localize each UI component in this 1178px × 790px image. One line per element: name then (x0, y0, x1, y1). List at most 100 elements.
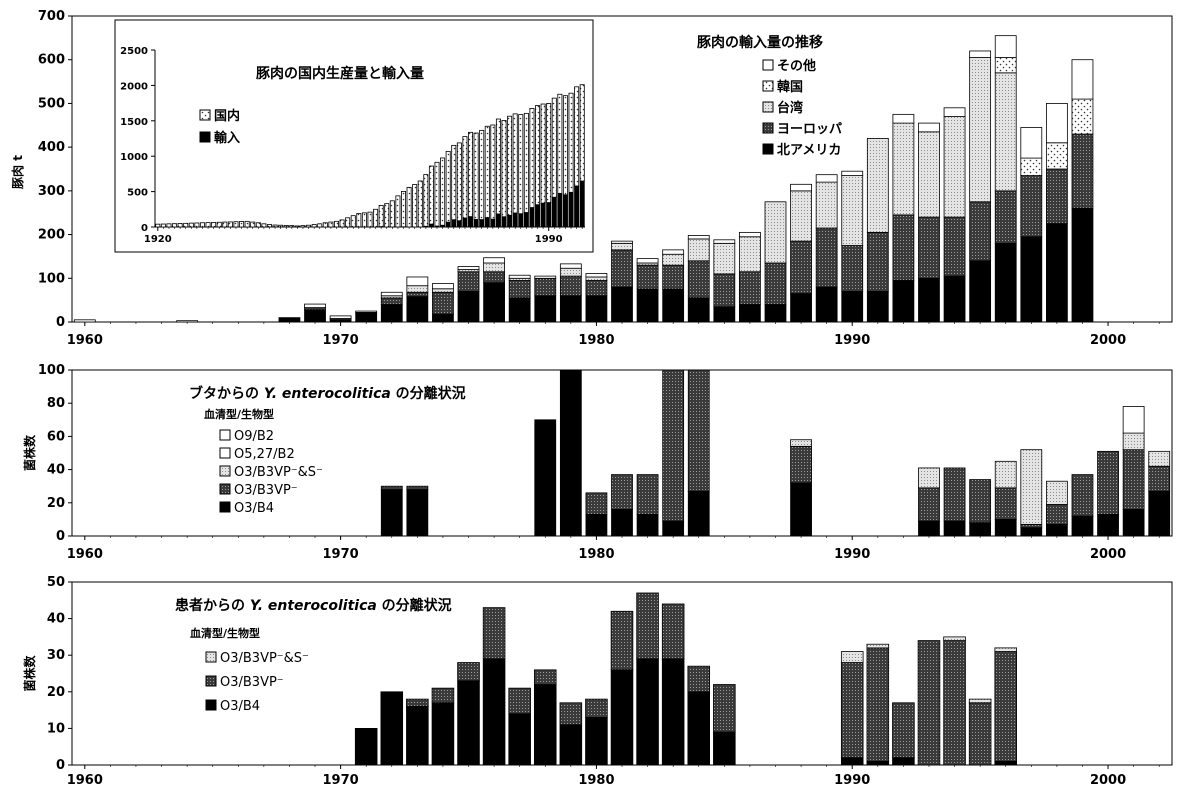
y-tick-label: 1000 (120, 152, 148, 163)
x-tick-label: 1920 (144, 234, 172, 245)
bar-segment (389, 200, 395, 228)
bar-segment (994, 190, 1017, 244)
bar-segment (585, 492, 608, 515)
bar-segment (866, 137, 889, 233)
chart-pork-imports: 0 100 200 300 400 500 600 700 1960 1970 1980 1990 20… (10, 9, 1173, 348)
chart-pig-isolation: 0 20 40 60 80 100 1960 1970 1980 1990 2000 菌株数 ブタからの… (22, 363, 1173, 562)
bar-segment (395, 195, 401, 228)
legend-swatch (199, 109, 211, 121)
bar-segment (457, 266, 480, 270)
bar-segment (546, 103, 552, 203)
bar-segment (1020, 449, 1043, 525)
bar-segment (585, 295, 608, 323)
bar-segment (1045, 103, 1068, 144)
bar-segment (328, 221, 334, 228)
x-tick-label: 1960 (67, 333, 103, 348)
bar-segment (969, 479, 992, 524)
bar-segment (456, 220, 462, 228)
bar-segment (790, 293, 812, 323)
bar-segment (585, 280, 608, 297)
legend-swatch (219, 465, 231, 477)
bar-segment (211, 221, 217, 228)
title-species: Y. enterocolitica (264, 386, 391, 402)
legend-label: O3/B3VP⁻&S⁻ (234, 465, 323, 480)
legend-label: 韓国 (777, 79, 803, 95)
bar-segment (222, 221, 228, 228)
bar-segment (574, 185, 580, 228)
bar-segment (367, 211, 373, 228)
bar-segment (546, 202, 552, 228)
bar-segment (994, 647, 1017, 652)
bar-segment (840, 757, 864, 766)
bar-segment (412, 184, 418, 228)
bar-segment (994, 242, 1017, 323)
bar-segment (512, 113, 518, 214)
bar-segment (183, 222, 189, 228)
bar-segment (841, 245, 864, 292)
bar-segment (1020, 175, 1043, 238)
x-tick-label: 2000 (1090, 333, 1126, 348)
bar-segment (490, 124, 496, 220)
bar-segment (636, 592, 659, 660)
legend-swatch (219, 501, 231, 513)
bar-segment (534, 277, 557, 297)
bar-segment (943, 216, 966, 277)
bar-segment (456, 142, 462, 222)
bar-segment (662, 288, 685, 323)
x-tick-label: 2000 (1090, 547, 1126, 562)
x-tick-label: 1970 (323, 547, 359, 562)
bar-segment (687, 297, 710, 323)
bar-segment (739, 231, 761, 238)
bar-segment (468, 131, 474, 217)
bar-segment (1045, 223, 1068, 323)
bar-segment (841, 290, 864, 323)
legend-label: 輸入 (214, 130, 240, 146)
bar-segment (177, 223, 183, 228)
legend-label: O3/B3VP⁻ (220, 675, 284, 690)
legend-label: ヨーロッパ (777, 122, 842, 137)
bar-segment (518, 213, 524, 228)
bar-segment (968, 702, 992, 766)
legend-swatch (762, 80, 774, 92)
chart-inset-pork-production: 0 500 1000 1500 2000 2500 1920 1990 豚肉の国内生産量と輸入量… (114, 19, 594, 253)
bar-segment (432, 288, 454, 293)
bar-segment (188, 222, 194, 228)
legend-label: O3/B3VP⁻&S⁻ (220, 651, 309, 666)
bar-segment (1045, 168, 1068, 225)
bar-segment (579, 84, 585, 182)
bar-segment (1122, 406, 1145, 434)
legend-swatch (762, 122, 774, 134)
bar-segment (713, 239, 736, 244)
legend-label: O3/B4 (234, 501, 274, 516)
bar-segment (610, 610, 634, 671)
bar-segment (559, 267, 582, 277)
legend-swatch (219, 447, 231, 459)
bar-segment (892, 113, 915, 124)
y-tick-label: 300 (38, 184, 65, 199)
bar-segment (713, 242, 736, 275)
bar-segment (662, 369, 685, 522)
bar-segment (1071, 98, 1094, 135)
legend-label: 北アメリカ (777, 143, 841, 158)
bar-segment (300, 225, 306, 228)
bar-segment (373, 208, 379, 228)
bar-segment (431, 687, 455, 704)
y-tick-label: 400 (38, 140, 65, 155)
bar-segment (1071, 59, 1094, 100)
y-tick-label: 2500 (120, 46, 148, 57)
y-tick-label: 20 (47, 685, 65, 700)
bar-segment (428, 223, 434, 228)
bar-segment (636, 514, 659, 537)
bar-segment (166, 223, 172, 228)
bar-segment (507, 214, 513, 228)
chart-title: 患者からの Y. enterocolitica の分離状況 (175, 597, 452, 614)
legend-label: 国内 (214, 108, 240, 124)
bar-segment (361, 212, 367, 228)
bar-segment (551, 97, 557, 198)
bar-segment (244, 220, 250, 228)
bar-segment (380, 304, 403, 323)
bar-segment (484, 217, 490, 228)
bar-segment (611, 286, 633, 323)
bar-segment (540, 202, 546, 228)
bar-segment (687, 369, 710, 492)
